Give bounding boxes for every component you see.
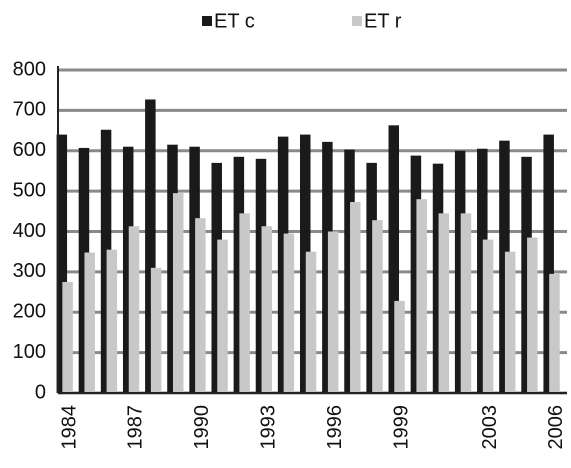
bar [100, 129, 112, 393]
bar [410, 155, 422, 393]
y-tick-label: 800 [13, 58, 46, 80]
y-tick-label: 400 [13, 220, 46, 242]
y-tick-label: 200 [13, 301, 46, 323]
bar [477, 148, 488, 393]
x-tick-label: 1996 [324, 405, 346, 450]
bar [261, 226, 273, 393]
bar [482, 239, 494, 393]
bar [255, 158, 267, 393]
bar [366, 162, 377, 393]
legend-label: ET r [364, 10, 402, 32]
bar [432, 163, 444, 393]
x-tick-label: 1999 [390, 405, 412, 450]
bar [277, 136, 289, 393]
x-tick-label: 1990 [191, 405, 213, 450]
bar [499, 140, 510, 393]
y-tick-label: 0 [35, 381, 46, 403]
bar [283, 233, 295, 393]
bar [504, 251, 516, 393]
bar [217, 239, 228, 393]
x-tick-label: 2003 [479, 405, 501, 450]
x-tick-label: 1987 [125, 405, 147, 450]
bar [189, 146, 200, 393]
bar [394, 300, 405, 393]
bar [300, 134, 311, 393]
bar [543, 134, 554, 393]
y-tick-label: 300 [13, 260, 46, 282]
bar [172, 193, 184, 393]
bar [195, 218, 206, 393]
bar [527, 237, 538, 393]
bar [322, 141, 333, 393]
y-tick-label: 500 [13, 179, 46, 201]
legend-label: ET c [214, 10, 255, 32]
bar [521, 156, 532, 393]
bar [78, 147, 90, 393]
bar [305, 251, 317, 393]
y-tick-label: 700 [13, 99, 46, 121]
bar [438, 213, 450, 393]
bar [344, 149, 355, 393]
legend-swatch [202, 16, 212, 26]
bar [167, 144, 178, 393]
y-tick-label: 100 [13, 341, 46, 363]
bar [56, 134, 68, 393]
bar [327, 231, 339, 393]
bar [84, 252, 95, 393]
legend-swatch [352, 16, 362, 26]
bar [122, 146, 134, 393]
bar [416, 199, 427, 393]
bar [372, 220, 383, 393]
bar [145, 99, 156, 393]
bar [460, 213, 472, 393]
bar [128, 226, 140, 393]
x-tick-label: 2006 [545, 405, 567, 450]
bar [454, 150, 466, 393]
x-tick-label: 1984 [58, 405, 80, 450]
bar [549, 273, 560, 393]
bar [211, 162, 222, 393]
bar [350, 202, 361, 393]
x-tick-label: 1993 [258, 405, 280, 450]
bar [233, 156, 245, 393]
bar [106, 249, 118, 393]
bar [388, 125, 400, 393]
y-tick-label: 600 [13, 139, 46, 161]
bar [62, 281, 73, 393]
bar [150, 267, 162, 393]
bar [239, 213, 250, 393]
